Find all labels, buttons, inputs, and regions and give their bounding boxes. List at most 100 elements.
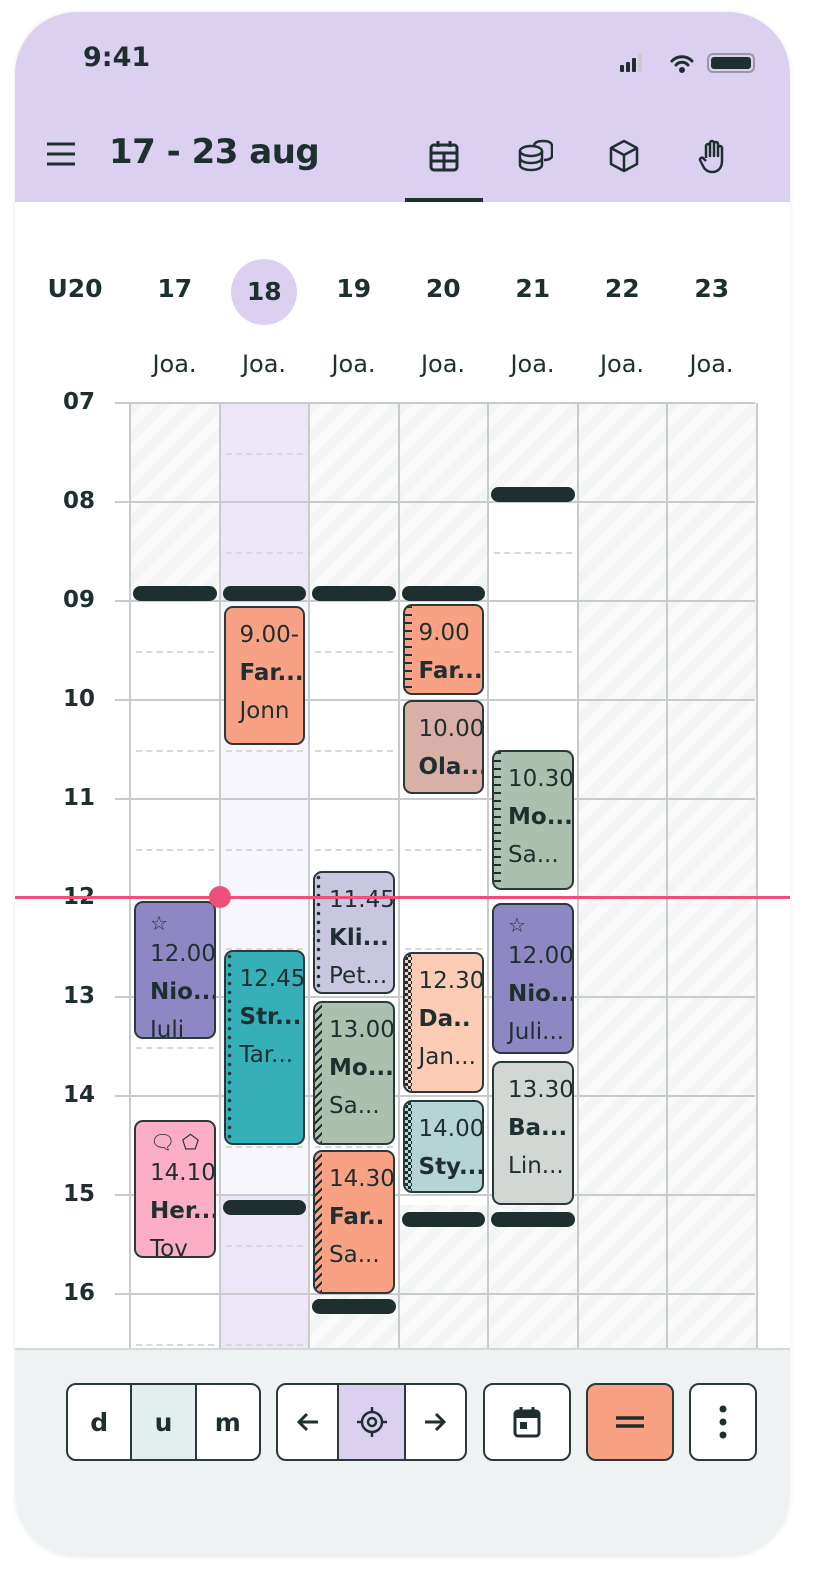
half-hour-line xyxy=(494,551,572,554)
half-hour-line xyxy=(315,749,393,752)
calendar-event[interactable]: 14.00 Sty... xyxy=(402,1099,484,1193)
selected-day-closed xyxy=(219,1195,309,1348)
calendar-event[interactable]: 12.45 Str... Tar... xyxy=(223,950,305,1146)
event-edge-pattern xyxy=(404,605,412,694)
more-vertical-icon xyxy=(719,1405,727,1439)
half-hour-line xyxy=(136,749,214,752)
event-name: Ba... xyxy=(508,1115,568,1142)
opening-hours-marker xyxy=(222,586,306,602)
calendar-event[interactable]: 9.00 Far... xyxy=(402,603,484,696)
view-day-button[interactable]: d xyxy=(90,1407,109,1437)
tab-finance[interactable] xyxy=(515,136,555,176)
menu-button[interactable] xyxy=(45,140,77,172)
event-edge-pattern xyxy=(225,952,233,1144)
event-name: Kli... xyxy=(329,925,389,952)
event-name: Da.. xyxy=(418,1006,471,1033)
today-button[interactable] xyxy=(337,1385,404,1459)
column-divider xyxy=(308,403,310,1348)
calendar-event[interactable]: 🗨 ⬠ 14.10 Her... Tov xyxy=(134,1119,216,1259)
day-22[interactable]: 22 xyxy=(604,274,640,303)
half-hour-line xyxy=(225,1343,303,1346)
day-owner: Joa. xyxy=(510,350,555,378)
day-21[interactable]: 21 xyxy=(515,274,551,303)
view-week-button[interactable]: u xyxy=(130,1385,195,1459)
calendar-event[interactable]: 13.00 Mo... Sa... xyxy=(313,1000,395,1146)
calendar-grid-icon xyxy=(429,141,459,172)
opening-hours-marker xyxy=(401,586,485,602)
half-hour-line xyxy=(225,947,303,950)
event-name: Far... xyxy=(418,657,483,684)
calendar-event[interactable]: 10.30 Mo... Sa... xyxy=(492,749,574,891)
event-person: Pet... xyxy=(329,963,388,990)
event-name: Ola... xyxy=(418,754,484,780)
hour-line xyxy=(115,1095,755,1097)
comment-icon: 🗨 xyxy=(150,1129,182,1154)
date-picker-button[interactable] xyxy=(483,1383,571,1461)
half-hour-line xyxy=(225,1145,303,1148)
half-hour-line xyxy=(315,848,393,851)
status-time: 9:41 xyxy=(83,42,151,73)
calendar-event[interactable]: ☆ 12.00 Nio... Juli... xyxy=(492,902,574,1055)
more-options-button[interactable] xyxy=(689,1383,757,1461)
column-divider xyxy=(666,403,668,1348)
event-name: Mo... xyxy=(508,803,573,830)
tab-calendar[interactable] xyxy=(424,136,464,176)
day-19[interactable]: 19 xyxy=(336,274,372,303)
event-time: 14.00 xyxy=(418,1115,484,1142)
event-name: Str... xyxy=(239,1004,302,1031)
event-edge-pattern xyxy=(404,954,412,1092)
event-time: 12.30 xyxy=(418,968,484,995)
closed-hours xyxy=(577,403,667,1348)
day-20[interactable]: 20 xyxy=(425,274,461,303)
event-person: Sa... xyxy=(508,841,559,868)
previous-button[interactable] xyxy=(278,1385,337,1459)
event-time: 10.30 xyxy=(508,765,574,792)
day-18[interactable]: 18 xyxy=(231,259,298,325)
calendar-event[interactable]: 13.30 Ba... Lin... xyxy=(492,1061,574,1205)
day-17[interactable]: 17 xyxy=(157,274,193,303)
event-time: 9.00 xyxy=(418,619,470,646)
event-edge-pattern xyxy=(315,1002,322,1144)
calendar-event[interactable]: 9.00- Far... Jonn xyxy=(223,605,305,745)
opening-hours-marker xyxy=(401,1211,485,1227)
hour-label: 14 xyxy=(63,1082,96,1108)
hour-label: 15 xyxy=(63,1181,96,1207)
opening-hours-marker xyxy=(133,586,217,602)
event-person: Jan... xyxy=(418,1044,476,1071)
calendar-event[interactable]: 12.30 Da.. Jan... xyxy=(402,952,484,1094)
opening-hours-marker xyxy=(491,487,575,503)
equals-icon xyxy=(616,1416,644,1428)
half-hour-line xyxy=(315,1145,393,1148)
star-icon: ☆ xyxy=(508,912,526,937)
opening-hours-marker xyxy=(222,1199,306,1215)
hour-line xyxy=(115,402,755,404)
calendar-event[interactable]: ☆ 12.00 Nio... Juli xyxy=(134,900,216,1039)
next-button[interactable] xyxy=(403,1385,465,1459)
tab-products[interactable] xyxy=(604,136,644,176)
day-owner: Joa. xyxy=(331,350,376,378)
event-icons: ☆ xyxy=(508,913,566,937)
day-owner: Joa. xyxy=(689,350,734,378)
event-edge-pattern xyxy=(315,1152,322,1292)
event-time: 13.00 xyxy=(329,1016,395,1043)
half-hour-line xyxy=(136,848,214,851)
event-icons: ☆ xyxy=(150,911,208,935)
tab-requests[interactable] xyxy=(693,136,733,176)
view-month-button[interactable]: m xyxy=(194,1385,259,1459)
hour-label: 07 xyxy=(63,389,96,415)
opening-hours-marker xyxy=(312,1298,396,1314)
day-owner: Joa. xyxy=(241,350,287,378)
event-person: Lin... xyxy=(508,1153,564,1180)
calendar-event[interactable]: 14.30 Far.. Sa... xyxy=(313,1150,395,1294)
column-divider xyxy=(755,403,758,1348)
half-hour-line xyxy=(136,1046,214,1049)
event-time: 13.30 xyxy=(508,1077,574,1104)
event-name: Her... xyxy=(150,1197,216,1224)
menu-toggle-button[interactable] xyxy=(586,1383,674,1461)
calendar-event[interactable]: 11.45 Kli... Pet... xyxy=(313,871,395,995)
closed-hours xyxy=(398,1204,488,1348)
hamburger-icon xyxy=(47,142,75,166)
day-23[interactable]: 23 xyxy=(694,274,730,303)
calendar-event[interactable]: 10.00 Ola... xyxy=(402,700,484,795)
wifi-icon xyxy=(670,55,694,73)
